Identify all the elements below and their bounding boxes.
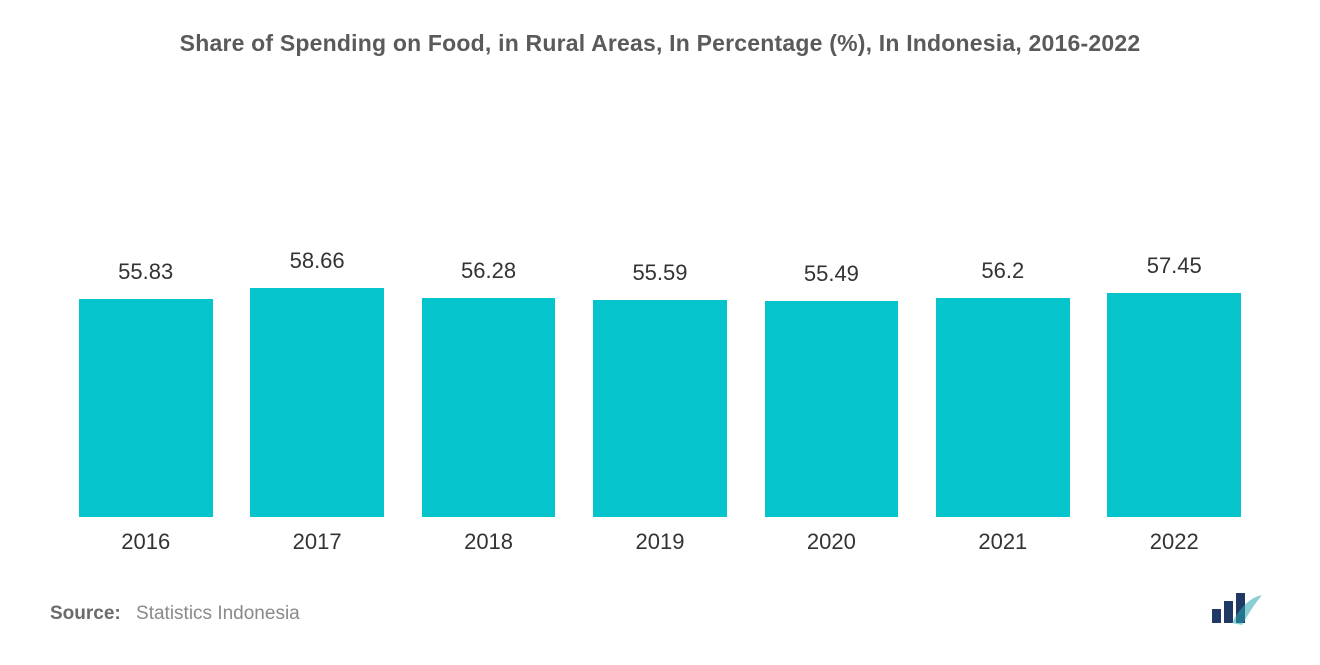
category-label: 2020 xyxy=(746,529,917,555)
bar-column: 55.59 xyxy=(574,97,745,517)
logo-bar-icon xyxy=(1212,609,1221,623)
source-text: Statistics Indonesia xyxy=(136,603,300,624)
chart-plot-area: 55.83 58.66 56.28 55.59 55.49 56.2 57.45 xyxy=(50,97,1270,517)
category-label: 2022 xyxy=(1089,529,1260,555)
bar-value-label: 55.59 xyxy=(632,260,687,286)
bar xyxy=(1107,293,1241,517)
category-label: 2017 xyxy=(231,529,402,555)
bar xyxy=(250,288,384,517)
category-label: 2019 xyxy=(574,529,745,555)
source-citation: Source: Statistics Indonesia xyxy=(50,603,300,625)
bar-column: 58.66 xyxy=(231,97,402,517)
bar xyxy=(593,300,727,517)
category-label: 2016 xyxy=(60,529,231,555)
bar-column: 55.83 xyxy=(60,97,231,517)
bar-column: 55.49 xyxy=(746,97,917,517)
bar xyxy=(79,299,213,517)
bar-value-label: 55.49 xyxy=(804,261,859,287)
bar-value-label: 56.28 xyxy=(461,258,516,284)
bar-column: 57.45 xyxy=(1089,97,1260,517)
bar xyxy=(765,301,899,517)
category-label: 2018 xyxy=(403,529,574,555)
bar-value-label: 58.66 xyxy=(290,248,345,274)
chart-container: Share of Spending on Food, in Rural Area… xyxy=(0,0,1320,665)
bar-value-label: 56.2 xyxy=(981,258,1024,284)
chart-category-axis: 2016201720182019202020212022 xyxy=(50,517,1270,555)
bar-value-label: 57.45 xyxy=(1147,253,1202,279)
bar xyxy=(422,298,556,517)
category-label: 2021 xyxy=(917,529,1088,555)
bar-column: 56.2 xyxy=(917,97,1088,517)
source-label: Source: xyxy=(50,603,121,624)
brand-logo xyxy=(1212,593,1264,625)
chart-title: Share of Spending on Food, in Rural Area… xyxy=(50,30,1270,57)
bar-column: 56.28 xyxy=(403,97,574,517)
logo-swoosh-icon xyxy=(1230,593,1264,627)
chart-footer: Source: Statistics Indonesia xyxy=(50,593,1270,625)
bar-value-label: 55.83 xyxy=(118,259,173,285)
bar xyxy=(936,298,1070,517)
